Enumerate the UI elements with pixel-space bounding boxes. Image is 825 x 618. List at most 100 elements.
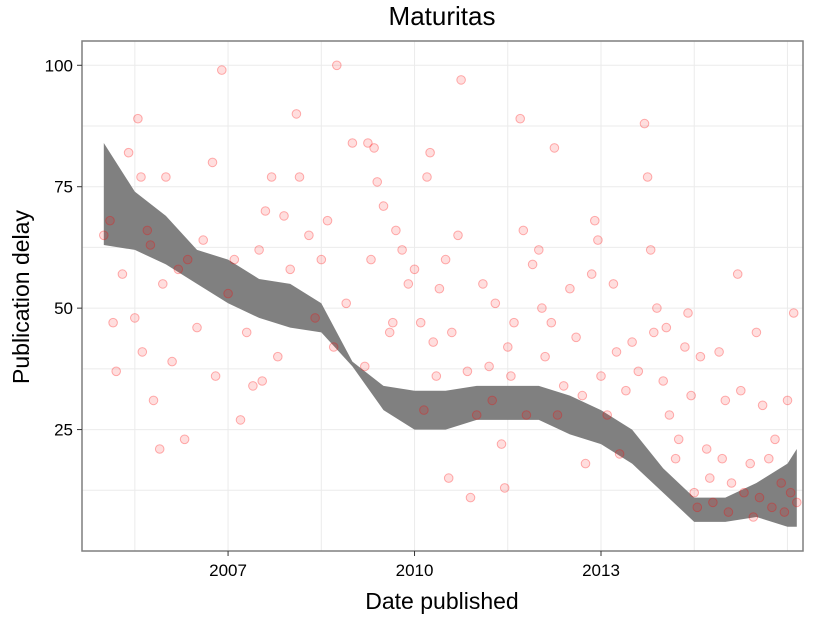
- data-point: [369, 143, 379, 153]
- data-point: [257, 376, 268, 386]
- data-point: [415, 317, 426, 328]
- data-point: [506, 371, 516, 381]
- data-point: [788, 308, 799, 318]
- data-point: [596, 371, 606, 381]
- data-point: [490, 298, 501, 309]
- data-point: [384, 327, 395, 338]
- data-point: [652, 303, 662, 313]
- data-point: [456, 75, 466, 85]
- data-point: [285, 264, 296, 275]
- data-point: [645, 245, 656, 255]
- data-point: [173, 264, 184, 275]
- data-point: [736, 385, 746, 396]
- data-point: [770, 434, 780, 445]
- data-point: [409, 264, 420, 275]
- data-point: [720, 395, 731, 406]
- data-point: [366, 254, 376, 265]
- data-point: [130, 313, 140, 323]
- data-point: [534, 245, 544, 255]
- data-point: [723, 507, 734, 517]
- data-point: [148, 395, 159, 406]
- data-point: [701, 444, 712, 454]
- y-axis-title: Publication delay: [8, 210, 34, 384]
- data-point: [397, 245, 407, 255]
- data-point: [145, 240, 156, 250]
- data-point: [639, 118, 650, 129]
- data-point: [229, 254, 240, 265]
- data-point: [372, 177, 383, 187]
- data-point: [453, 230, 463, 241]
- data-point: [154, 444, 165, 454]
- data-point: [347, 138, 358, 148]
- data-point: [434, 283, 445, 294]
- data-point: [161, 172, 171, 182]
- data-point: [764, 453, 774, 464]
- data-point: [403, 279, 414, 289]
- chart-title: Maturitas: [389, 1, 496, 31]
- data-point: [558, 381, 569, 391]
- y-tick-label: 50: [54, 299, 73, 318]
- data-point: [279, 211, 289, 221]
- data-point: [363, 138, 373, 148]
- data-point: [391, 225, 401, 236]
- data-point: [680, 342, 690, 352]
- data-point: [137, 347, 148, 357]
- data-point: [105, 215, 115, 226]
- data-point: [664, 410, 675, 420]
- data-point: [754, 492, 765, 503]
- data-point: [310, 313, 320, 323]
- data-point: [266, 172, 277, 182]
- data-point: [785, 487, 796, 498]
- data-point: [273, 351, 283, 362]
- data-point: [496, 439, 507, 449]
- data-point: [328, 342, 339, 352]
- data-point: [111, 366, 121, 377]
- x-tick-label: 2013: [582, 561, 620, 580]
- data-point: [779, 507, 790, 517]
- data-point: [158, 279, 168, 289]
- data-point: [621, 385, 631, 396]
- data-point: [499, 483, 510, 493]
- data-point: [717, 453, 728, 464]
- data-point: [540, 351, 550, 362]
- data-point: [757, 400, 768, 411]
- data-point: [537, 303, 547, 313]
- y-axis: 25 50 75 100: [45, 56, 82, 440]
- data-point: [602, 410, 613, 420]
- data-point: [792, 497, 802, 508]
- y-tick-label: 25: [54, 421, 73, 440]
- data-point: [546, 317, 557, 328]
- data-points: [99, 60, 802, 522]
- data-point: [123, 147, 134, 158]
- y-tick-label: 100: [45, 56, 73, 75]
- data-point: [487, 395, 498, 406]
- x-axis: 2007 2010 2013: [209, 551, 620, 580]
- data-point: [443, 473, 454, 483]
- data-point: [776, 478, 787, 488]
- data-point: [689, 487, 700, 498]
- data-point: [705, 473, 715, 483]
- data-point: [431, 371, 442, 381]
- panel-border: [81, 40, 804, 552]
- data-point: [478, 279, 488, 289]
- data-point: [192, 322, 202, 333]
- data-point: [388, 317, 398, 328]
- data-point: [108, 317, 118, 328]
- data-point: [447, 327, 457, 338]
- data-point: [683, 308, 693, 318]
- data-point: [422, 172, 432, 182]
- data-point: [142, 225, 153, 236]
- data-point: [294, 172, 305, 182]
- data-point: [590, 215, 600, 226]
- data-point: [726, 478, 737, 488]
- data-point: [428, 337, 439, 347]
- data-point: [260, 206, 271, 216]
- grid: [82, 41, 803, 551]
- data-point: [552, 410, 563, 420]
- data-point: [503, 342, 513, 352]
- data-point: [462, 366, 473, 377]
- data-point: [521, 410, 532, 420]
- data-point: [577, 390, 588, 401]
- data-point: [661, 322, 672, 333]
